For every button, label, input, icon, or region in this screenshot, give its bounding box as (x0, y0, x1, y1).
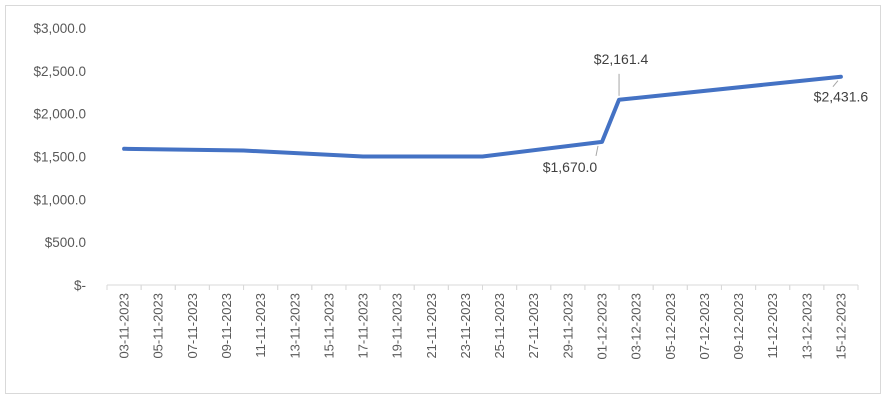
x-tick-label: 23-11-2023 (458, 293, 473, 359)
x-tick-label: 13-11-2023 (287, 293, 302, 359)
x-tick-label: 15-12-2023 (833, 293, 848, 360)
data-label-leader-line (832, 80, 839, 88)
data-label-leader-line (595, 145, 599, 157)
x-tick-label: 13-12-2023 (799, 293, 814, 360)
x-tick-label: 11-11-2023 (253, 293, 268, 358)
data-label: $1,670.0 (543, 159, 598, 175)
x-tick-label: 17-11-2023 (356, 293, 371, 359)
x-tick-label: 25-11-2023 (492, 293, 507, 359)
data-label: $2,161.4 (594, 51, 649, 67)
x-tick-label: 03-11-2023 (117, 293, 132, 359)
y-tick-label: $1,500.0 (33, 150, 86, 165)
x-tick-label: 07-11-2023 (185, 293, 200, 359)
x-tick-label: 09-12-2023 (731, 293, 746, 360)
x-tick-label: 07-12-2023 (697, 293, 712, 360)
y-tick-label: $2,000.0 (33, 107, 86, 122)
x-tick-label: 01-12-2023 (594, 293, 609, 360)
y-tick-label: $- (74, 278, 86, 293)
x-tick-label: 09-11-2023 (219, 293, 234, 359)
x-tick-label: 03-12-2023 (629, 293, 644, 360)
y-tick-label: $3,000.0 (33, 21, 86, 36)
x-tick-label: 21-11-2023 (424, 293, 439, 359)
y-tick-label: $500.0 (45, 235, 86, 250)
data-label: $2,431.6 (814, 89, 869, 105)
x-tick-label: 15-11-2023 (321, 293, 336, 359)
series-line (122, 74, 843, 159)
x-tick-label: 11-12-2023 (765, 293, 780, 359)
chart-frame (5, 5, 881, 394)
y-tick-label: $1,000.0 (33, 192, 86, 207)
x-tick-label: 05-12-2023 (663, 293, 678, 360)
x-tick-label: 05-11-2023 (151, 293, 166, 359)
y-tick-label: $2,500.0 (33, 64, 86, 79)
x-tick-label: 27-11-2023 (526, 293, 541, 359)
x-tick-label: 29-11-2023 (560, 293, 575, 359)
x-tick-label: 19-11-2023 (390, 293, 405, 359)
